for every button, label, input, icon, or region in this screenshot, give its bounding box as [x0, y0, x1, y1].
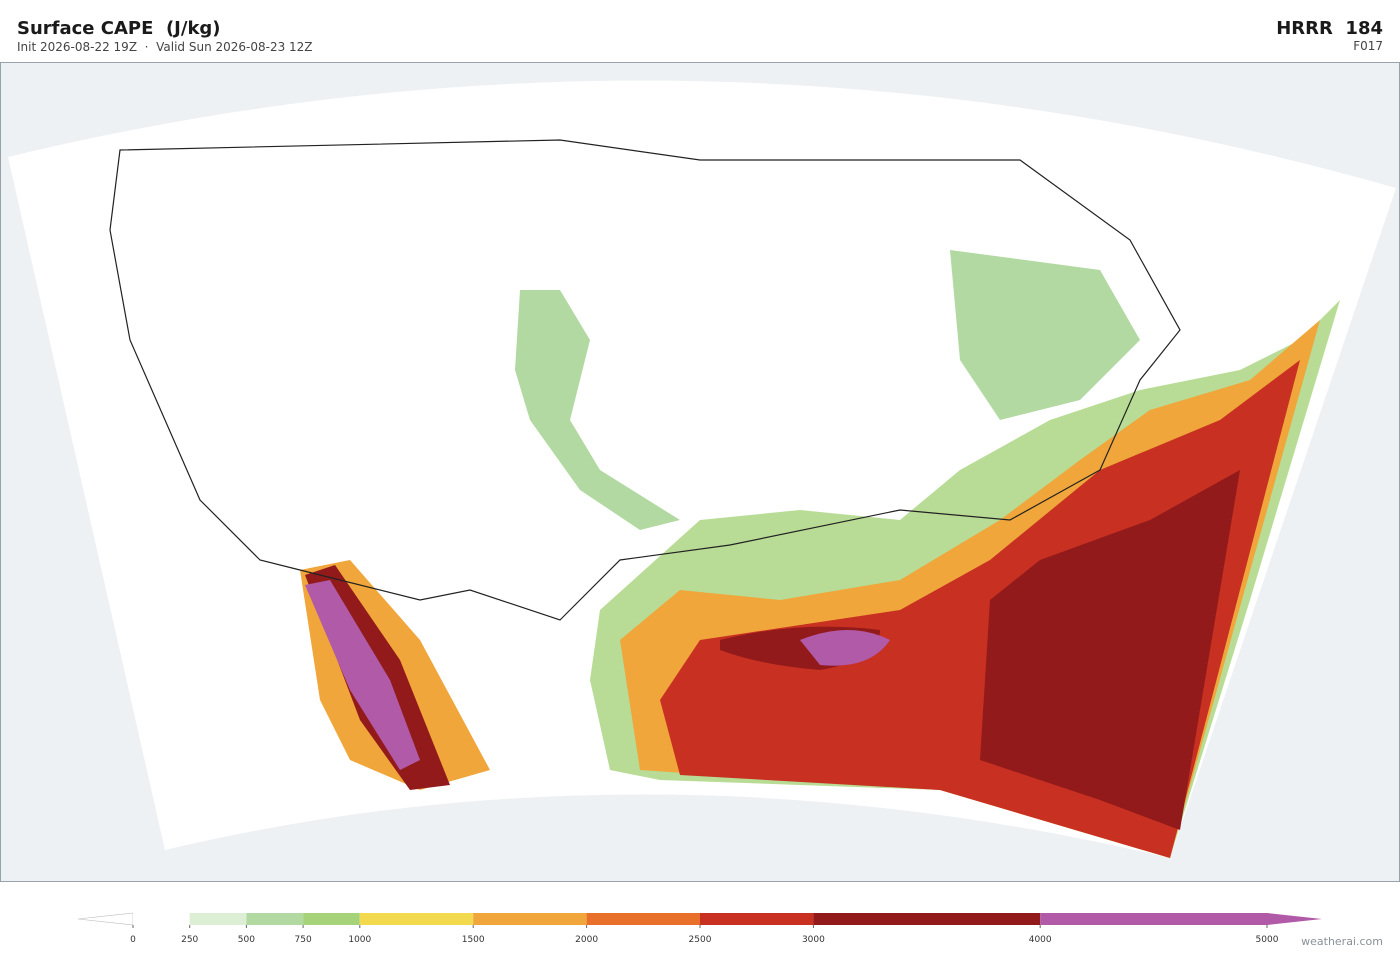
- colorbar-extension-low: [77, 912, 134, 926]
- colorbar-bin: [700, 913, 814, 925]
- colorbar-bin: [246, 913, 304, 925]
- colorbar-bin: [1040, 913, 1267, 925]
- colorbar-tick-label: 2500: [689, 935, 712, 945]
- cape-area: [950, 250, 1140, 420]
- colorbar-bin: [586, 913, 700, 925]
- colorbar-extension-high: [1267, 913, 1322, 925]
- colorbar-bin: [359, 913, 474, 925]
- coastline: [109, 139, 1181, 621]
- forecast-hour: F017: [1353, 39, 1383, 53]
- colorbar-bin: [303, 913, 360, 925]
- cape-area: [515, 290, 680, 530]
- attribution: weatherai.com: [1301, 935, 1383, 948]
- subtitle: Init 2026-08-22 19Z · Valid Sun 2026-08-…: [17, 40, 313, 54]
- colorbar: 0 250 500 750 1000 1500 2000 2500 3000 4000 5000: [77, 912, 1322, 945]
- colorbar-bin: [473, 913, 587, 925]
- cape-area: [305, 580, 420, 770]
- colorbar-tick-label: 2000: [575, 935, 598, 945]
- model: HRRR 184: [1276, 18, 1383, 39]
- colorbar-tick-label: 5000: [1256, 935, 1279, 945]
- colorbar-tick-label: 3000: [802, 935, 825, 945]
- colorbar-bin: [133, 913, 190, 925]
- map: [0, 62, 1400, 882]
- colorbar-tick-label: 0: [130, 935, 136, 945]
- cape-area: [800, 630, 890, 666]
- colorbar-tick-label: 4000: [1029, 935, 1052, 945]
- colorbar-bin: [189, 913, 247, 925]
- colorbar-tick-label: 750: [295, 935, 312, 945]
- title: Surface CAPE (J/kg): [17, 18, 221, 39]
- colorbar-tick-label: 500: [238, 935, 255, 945]
- colorbar-tick-label: 1500: [462, 935, 485, 945]
- cape-area: [980, 470, 1240, 830]
- colorbar-bin: [813, 913, 1041, 925]
- colorbar-tick-label: 250: [181, 935, 198, 945]
- colorbar-tick-label: 1000: [348, 935, 371, 945]
